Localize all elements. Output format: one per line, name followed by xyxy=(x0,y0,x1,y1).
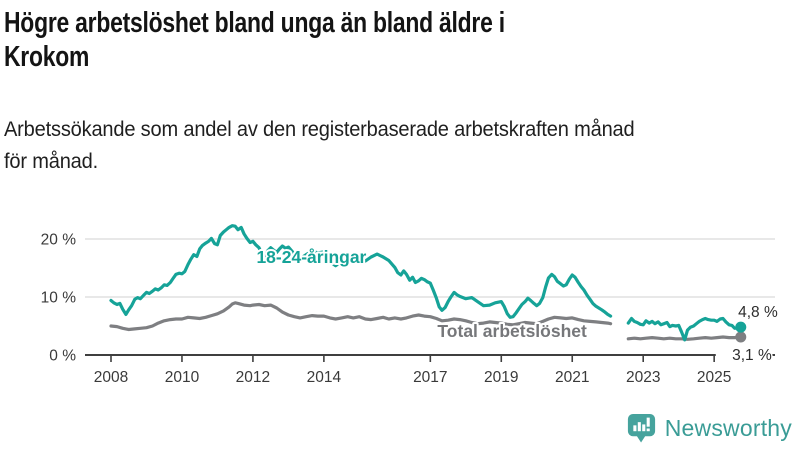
page-title: Högre arbetslöshet bland unga än bland ä… xyxy=(4,6,505,74)
exclamation-bar xyxy=(646,417,650,427)
series-line-total-arbetslöshet xyxy=(109,301,613,332)
y-axis-tick-label: 10 % xyxy=(41,290,77,307)
title-line-2: Krokom xyxy=(4,41,90,73)
x-axis-tick-label: 2023 xyxy=(626,369,660,386)
bar-3 xyxy=(641,424,646,432)
exclamation-dot xyxy=(646,428,650,432)
chart-subtitle: Arbetssökande som andel av den registerb… xyxy=(4,114,635,178)
x-axis-tick-label: 2010 xyxy=(165,369,200,386)
end-value-label: 4,8 % xyxy=(738,304,778,321)
x-axis-tick-label: 2012 xyxy=(236,369,270,386)
y-axis-tick-label: 0 % xyxy=(49,348,76,365)
subtitle-line-1: Arbetssökande som andel av den registerb… xyxy=(4,118,635,141)
speech-bubble-shape xyxy=(627,414,655,443)
series-end-dot xyxy=(735,331,747,343)
x-axis-tick-label: 2019 xyxy=(484,369,518,386)
series-line-18-24-åringar xyxy=(109,224,613,319)
x-axis-tick-label: 2025 xyxy=(697,369,731,386)
newsworthy-wordmark: Newsworthy xyxy=(664,415,792,441)
series-end-dot xyxy=(735,321,747,333)
end-label-backing xyxy=(715,346,772,364)
x-axis-tick-label: 2008 xyxy=(94,369,128,386)
x-axis-tick-label: 2017 xyxy=(413,369,447,386)
newsworthy-icon xyxy=(627,414,655,443)
title-line-1: Högre arbetslöshet bland unga än bland ä… xyxy=(4,7,505,39)
newsworthy-logo[interactable]: Newsworthy xyxy=(627,413,792,444)
series-label: Total arbetslöshet xyxy=(437,321,587,341)
bar-2 xyxy=(637,422,641,432)
x-axis-tick-label: 2014 xyxy=(307,369,342,386)
y-axis-tick-label: 20 % xyxy=(41,232,77,249)
bar-1 xyxy=(633,425,637,432)
series-label: 18-24-åringar xyxy=(256,247,366,267)
series-line-18-24-åringar xyxy=(626,316,743,342)
end-value-label: 3,1 % xyxy=(732,347,772,364)
subtitle-line-2: för månad. xyxy=(4,150,98,173)
x-axis-tick-label: 2021 xyxy=(555,369,589,386)
